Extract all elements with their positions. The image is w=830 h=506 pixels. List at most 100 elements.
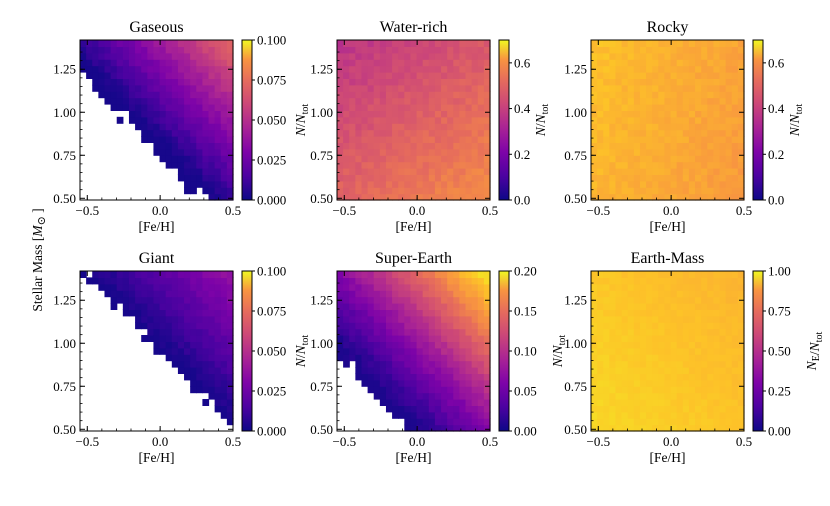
heatmap-cell — [633, 424, 641, 432]
heatmap-cell — [477, 335, 485, 342]
heatmap-cell — [621, 405, 629, 413]
heatmap-cell — [719, 91, 727, 99]
heatmap-cell — [688, 136, 696, 143]
heatmap-cell — [416, 367, 424, 374]
heatmap-cell — [373, 277, 381, 285]
heatmap-cell — [731, 174, 739, 182]
heatmap-cell — [676, 168, 684, 175]
heatmap-cell — [226, 303, 234, 310]
heatmap-cell — [477, 283, 485, 291]
heatmap-cell — [459, 399, 467, 406]
heatmap-cell — [147, 290, 155, 298]
heatmap-cell — [676, 328, 684, 336]
heatmap-cell — [633, 328, 641, 336]
heatmap-cell — [627, 373, 635, 381]
heatmap-cell — [658, 65, 666, 73]
heatmap-cell — [80, 271, 87, 278]
heatmap-cell — [633, 354, 641, 362]
heatmap-cell — [615, 91, 623, 99]
heatmap-cell — [379, 347, 387, 355]
heatmap-cell — [621, 354, 629, 362]
heatmap-cell — [104, 40, 112, 47]
heatmap-cell — [122, 65, 130, 73]
heatmap-cell — [385, 187, 393, 195]
heatmap-cell — [664, 335, 672, 342]
heatmap-cell — [177, 322, 185, 330]
heatmap-cell — [646, 104, 653, 111]
heatmap-cell — [646, 386, 653, 394]
heatmap-cell — [621, 40, 629, 47]
heatmap-cell — [725, 411, 733, 419]
heatmap-cell — [695, 277, 702, 285]
heatmap-cell — [701, 180, 708, 188]
heatmap-cell — [682, 91, 690, 99]
x-axis-label: [Fe/H] — [139, 450, 175, 465]
heatmap-cell — [441, 424, 448, 432]
heatmap-cell — [202, 116, 210, 124]
heatmap-cell — [190, 161, 197, 169]
heatmap-cell — [477, 110, 485, 118]
heatmap-cell — [379, 379, 387, 387]
heatmap-cell — [737, 161, 745, 169]
heatmap-cell — [385, 78, 393, 86]
heatmap-cell — [591, 123, 598, 131]
heatmap-cell — [701, 405, 708, 413]
heatmap-cell — [664, 290, 672, 298]
heatmap-cell — [202, 309, 210, 317]
heatmap-cell — [725, 405, 733, 413]
heatmap-cell — [713, 72, 721, 79]
heatmap-cell — [603, 341, 610, 349]
heatmap-cell — [165, 104, 173, 111]
heatmap-cell — [92, 277, 99, 285]
heatmap-cell — [135, 283, 142, 291]
heatmap-cell — [719, 328, 727, 336]
heatmap-cell — [385, 271, 393, 278]
heatmap-cell — [214, 72, 222, 79]
heatmap-cell — [615, 405, 623, 413]
heatmap-cell — [165, 129, 173, 137]
heatmap-cell — [664, 386, 672, 394]
heatmap-cell — [159, 65, 167, 73]
heatmap-cell — [676, 341, 684, 349]
heatmap-cell — [392, 123, 399, 131]
heatmap-cell — [695, 110, 702, 118]
heatmap-cell — [713, 271, 721, 278]
heatmap-cell — [682, 148, 690, 156]
heatmap-cell — [214, 193, 222, 201]
heatmap-cell — [627, 277, 635, 285]
heatmap-cell — [688, 405, 696, 413]
heatmap-cell — [483, 91, 491, 99]
heatmap-cell — [428, 290, 436, 298]
heatmap-cell — [471, 110, 479, 118]
heatmap-cell — [688, 59, 696, 67]
heatmap-cell — [141, 277, 148, 285]
heatmap-cell — [725, 110, 733, 118]
heatmap-cell — [434, 123, 442, 131]
heatmap-cell — [122, 104, 130, 111]
heatmap-cell — [153, 277, 161, 285]
heatmap-cell — [379, 328, 387, 336]
heatmap-cell — [591, 373, 598, 381]
heatmap-cell — [147, 335, 155, 342]
heatmap-cell — [459, 104, 467, 111]
heatmap-cell — [459, 129, 467, 137]
heatmap-cell — [725, 97, 733, 105]
heatmap-cell — [441, 322, 448, 330]
heatmap-cell — [202, 142, 210, 150]
heatmap-cell — [658, 373, 666, 381]
heatmap-cell — [428, 129, 436, 137]
heatmap-cell — [707, 97, 714, 105]
heatmap-cell — [385, 392, 393, 400]
heatmap-cell — [171, 315, 179, 323]
heatmap-cell — [373, 347, 381, 355]
heatmap-cell — [453, 367, 460, 374]
heatmap-cell — [141, 129, 148, 137]
heatmap-cell — [627, 180, 635, 188]
heatmap-cell — [670, 424, 678, 432]
heatmap-cell — [398, 168, 405, 175]
heatmap-cell — [177, 123, 185, 131]
heatmap-cell — [410, 142, 418, 150]
heatmap-cell — [453, 290, 460, 298]
heatmap-cell — [477, 347, 485, 355]
heatmap-cell — [621, 123, 629, 131]
